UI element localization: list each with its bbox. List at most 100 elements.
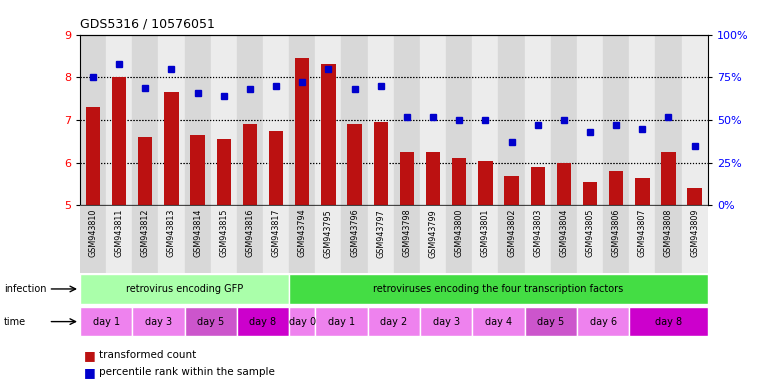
Bar: [682, 35, 708, 205]
Text: ■: ■: [84, 366, 95, 379]
Bar: [315, 307, 368, 336]
Text: retroviruses encoding the four transcription factors: retroviruses encoding the four transcrip…: [374, 284, 623, 294]
Bar: [106, 205, 132, 273]
Bar: [315, 35, 342, 205]
Bar: [158, 35, 185, 205]
Bar: [263, 35, 289, 205]
Bar: [184, 35, 211, 205]
Bar: [473, 35, 498, 205]
Text: time: time: [4, 316, 26, 327]
Bar: [217, 139, 231, 205]
Bar: [132, 35, 158, 205]
Bar: [577, 35, 603, 205]
Text: GSM943806: GSM943806: [612, 209, 621, 257]
Bar: [603, 35, 629, 205]
Text: day 8: day 8: [250, 316, 276, 327]
Text: GSM943816: GSM943816: [246, 209, 254, 257]
Text: GSM943812: GSM943812: [141, 209, 150, 257]
Bar: [505, 175, 519, 205]
Bar: [368, 205, 394, 273]
Text: GSM943815: GSM943815: [219, 209, 228, 257]
Bar: [426, 152, 441, 205]
Bar: [184, 205, 211, 273]
Text: GSM943799: GSM943799: [428, 209, 438, 258]
Bar: [80, 307, 132, 336]
Text: GSM943813: GSM943813: [167, 209, 176, 257]
Text: GSM943798: GSM943798: [403, 209, 412, 257]
Text: transformed count: transformed count: [99, 350, 196, 360]
Bar: [661, 152, 676, 205]
Bar: [420, 205, 446, 273]
Bar: [577, 307, 629, 336]
Bar: [342, 35, 368, 205]
Bar: [112, 77, 126, 205]
Bar: [106, 35, 132, 205]
Text: GSM943794: GSM943794: [298, 209, 307, 257]
Text: GDS5316 / 10576051: GDS5316 / 10576051: [80, 18, 215, 31]
Bar: [342, 205, 368, 273]
Bar: [400, 152, 414, 205]
Text: day 3: day 3: [432, 316, 460, 327]
Text: GSM943805: GSM943805: [585, 209, 594, 257]
Bar: [635, 178, 650, 205]
Text: GSM943809: GSM943809: [690, 209, 699, 257]
Bar: [138, 137, 152, 205]
Bar: [237, 205, 263, 273]
Bar: [498, 35, 524, 205]
Text: GSM943811: GSM943811: [115, 209, 123, 257]
Bar: [524, 307, 577, 336]
Text: GSM943803: GSM943803: [533, 209, 542, 257]
Bar: [524, 205, 551, 273]
Bar: [269, 131, 283, 205]
Bar: [243, 124, 257, 205]
Bar: [347, 124, 361, 205]
Bar: [687, 188, 702, 205]
Bar: [629, 35, 655, 205]
Bar: [394, 205, 420, 273]
Bar: [211, 205, 237, 273]
Text: day 8: day 8: [655, 316, 682, 327]
Bar: [577, 205, 603, 273]
Text: GSM943804: GSM943804: [559, 209, 568, 257]
Bar: [289, 307, 315, 336]
Bar: [374, 122, 388, 205]
Bar: [80, 205, 106, 273]
Bar: [478, 161, 492, 205]
Text: day 5: day 5: [537, 316, 565, 327]
Bar: [211, 35, 237, 205]
Bar: [368, 307, 420, 336]
Bar: [473, 307, 524, 336]
Bar: [289, 35, 315, 205]
Text: GSM943810: GSM943810: [88, 209, 97, 257]
Bar: [295, 58, 310, 205]
Bar: [315, 205, 342, 273]
Text: day 2: day 2: [380, 316, 407, 327]
Text: day 3: day 3: [145, 316, 172, 327]
Text: GSM943796: GSM943796: [350, 209, 359, 257]
Bar: [394, 35, 420, 205]
Bar: [524, 35, 551, 205]
Bar: [237, 35, 263, 205]
Text: day 4: day 4: [485, 316, 512, 327]
Bar: [289, 205, 315, 273]
Bar: [289, 274, 708, 304]
Bar: [164, 92, 179, 205]
Bar: [321, 65, 336, 205]
Bar: [498, 205, 524, 273]
Bar: [609, 171, 623, 205]
Text: GSM943800: GSM943800: [455, 209, 463, 257]
Bar: [446, 205, 473, 273]
Bar: [132, 205, 158, 273]
Text: day 1: day 1: [93, 316, 119, 327]
Bar: [682, 205, 708, 273]
Bar: [452, 159, 466, 205]
Bar: [132, 307, 184, 336]
Bar: [86, 107, 100, 205]
Text: GSM943814: GSM943814: [193, 209, 202, 257]
Text: GSM943817: GSM943817: [272, 209, 281, 257]
Text: GSM943801: GSM943801: [481, 209, 490, 257]
Text: GSM943797: GSM943797: [376, 209, 385, 258]
Bar: [629, 205, 655, 273]
Bar: [190, 135, 205, 205]
Bar: [655, 205, 682, 273]
